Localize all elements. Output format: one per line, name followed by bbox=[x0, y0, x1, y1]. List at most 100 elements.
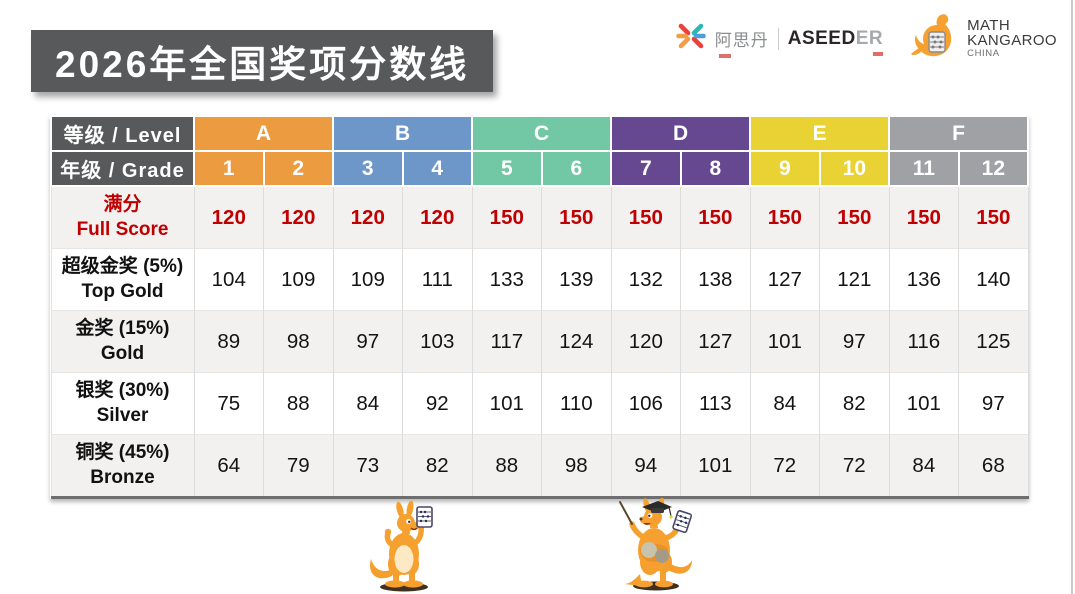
page-title: 2026年全国奖项分数线 bbox=[55, 44, 470, 85]
score-cell: 88 bbox=[263, 372, 334, 435]
graduation-cap-icon bbox=[642, 501, 673, 519]
score-cell: 82 bbox=[819, 372, 890, 435]
grade-cell: 10 bbox=[818, 150, 891, 187]
row-label-cn: 银奖 (30%) bbox=[75, 379, 170, 401]
level-header-row: 等级 / Level A B C D E F bbox=[50, 115, 1030, 152]
score-cell: 72 bbox=[819, 434, 890, 498]
title-banner: 2026年全国奖项分数线 bbox=[31, 30, 494, 92]
asdan-red-mark bbox=[718, 54, 731, 58]
score-cell: 98 bbox=[263, 310, 334, 373]
score-cell: 84 bbox=[749, 372, 821, 435]
level-header-cell: 等级 / Level bbox=[50, 115, 195, 152]
grade-cell: 1 bbox=[193, 150, 265, 187]
grade-cell: 6 bbox=[540, 150, 613, 187]
score-cell: 150 bbox=[471, 186, 543, 249]
mk-line1: MATH bbox=[967, 16, 1011, 34]
score-cell: 127 bbox=[680, 310, 751, 373]
score-cell: 98 bbox=[541, 434, 612, 498]
score-cell: 101 bbox=[680, 434, 751, 498]
score-cell: 120 bbox=[610, 310, 682, 373]
score-cell: 150 bbox=[610, 186, 682, 249]
score-cell: 116 bbox=[888, 310, 960, 373]
grade-cell: 8 bbox=[679, 150, 752, 187]
row-label-en: Bronze bbox=[90, 466, 155, 488]
score-cell: 117 bbox=[471, 310, 543, 373]
score-cell: 84 bbox=[888, 434, 960, 498]
score-cell: 75 bbox=[193, 372, 264, 435]
kangaroo-mascot-right bbox=[606, 494, 698, 594]
score-cell: 120 bbox=[263, 186, 334, 249]
abacus-icon bbox=[416, 506, 433, 528]
grade-cell: 5 bbox=[471, 150, 543, 187]
row-label-cn: 超级金奖 (5%) bbox=[61, 255, 184, 277]
score-cell: 88 bbox=[471, 434, 543, 498]
level-cell-c: C bbox=[471, 115, 613, 152]
row-full-score: 满分 Full Score 120 120 120 120 150 150 15… bbox=[50, 186, 1029, 249]
score-cell: 136 bbox=[888, 248, 960, 311]
asdan-brand-bold: ASEED bbox=[787, 27, 856, 49]
score-cell: 150 bbox=[541, 186, 612, 249]
score-cell: 68 bbox=[958, 434, 1029, 498]
asdan-brand: ASEEDER bbox=[787, 27, 884, 56]
score-cell: 79 bbox=[263, 434, 334, 498]
score-cell: 113 bbox=[680, 372, 751, 435]
level-cell-e: E bbox=[749, 115, 891, 152]
score-cell: 132 bbox=[610, 248, 682, 311]
grade-cell: 11 bbox=[888, 150, 960, 187]
row-gold: 金奖 (15%) Gold 89 98 97 103 117 124 120 1… bbox=[50, 310, 1029, 373]
grade-cell: 12 bbox=[957, 150, 1030, 187]
kangaroo-mascot-left bbox=[364, 498, 444, 594]
row-label-en: Top Gold bbox=[81, 280, 164, 302]
score-cell: 97 bbox=[958, 372, 1029, 435]
grade-cell: 3 bbox=[332, 150, 404, 187]
mk-line2: KANGAROO bbox=[967, 32, 1057, 50]
grade-header-row: 年级 / Grade 1 2 3 4 5 6 7 8 9 10 11 12 bbox=[50, 150, 1030, 187]
row-label-en: Full Score bbox=[76, 218, 169, 240]
asdan-divider bbox=[777, 27, 779, 50]
row-label-full-score: 满分 Full Score bbox=[50, 186, 195, 249]
score-cell: 139 bbox=[541, 248, 612, 311]
math-kangaroo-logo: MATH KANGAROO CHINA bbox=[909, 12, 1057, 65]
score-cell: 150 bbox=[958, 186, 1029, 249]
score-cell: 106 bbox=[610, 372, 682, 435]
score-cell: 140 bbox=[958, 248, 1029, 311]
score-cell: 64 bbox=[193, 434, 264, 498]
score-cell: 97 bbox=[819, 310, 890, 373]
level-cell-f: F bbox=[888, 115, 1030, 152]
logo-row: 阿思丹 ASEEDER bbox=[674, 12, 1057, 65]
grade-cell: 2 bbox=[262, 150, 335, 187]
score-cell: 109 bbox=[263, 248, 334, 311]
row-label-en: Gold bbox=[100, 342, 145, 364]
score-table: 等级 / Level A B C D E F 年级 / Grade 1 2 3 … bbox=[50, 115, 1030, 499]
score-cell: 104 bbox=[193, 248, 264, 311]
row-label-en: Silver bbox=[96, 404, 149, 426]
level-cell-b: B bbox=[332, 115, 474, 152]
score-cell: 121 bbox=[819, 248, 890, 311]
slide-right-edge bbox=[1071, 0, 1073, 594]
score-cell: 101 bbox=[749, 310, 821, 373]
score-cell: 111 bbox=[402, 248, 473, 311]
score-cell: 94 bbox=[610, 434, 682, 498]
row-top-gold: 超级金奖 (5%) Top Gold 104 109 109 111 133 1… bbox=[50, 248, 1029, 311]
grade-header-cell: 年级 / Grade bbox=[50, 150, 195, 187]
row-label-gold: 金奖 (15%) Gold bbox=[50, 310, 195, 373]
grade-cell: 9 bbox=[749, 150, 821, 187]
score-cell: 110 bbox=[541, 372, 612, 435]
score-cell: 97 bbox=[332, 310, 404, 373]
asdan-brand-light: ER bbox=[855, 27, 884, 49]
asdan-star-icon bbox=[674, 19, 708, 58]
level-cell-d: D bbox=[610, 115, 752, 152]
score-cell: 150 bbox=[888, 186, 960, 249]
score-cell: 124 bbox=[541, 310, 612, 373]
score-cell: 120 bbox=[402, 186, 473, 249]
row-label-bronze: 铜奖 (45%) Bronze bbox=[50, 434, 195, 498]
score-cell: 138 bbox=[680, 248, 751, 311]
score-cell: 150 bbox=[680, 186, 751, 249]
score-cell: 120 bbox=[193, 186, 264, 249]
score-cell: 150 bbox=[749, 186, 821, 249]
row-label-cn: 铜奖 (45%) bbox=[75, 441, 170, 463]
asdan-cn-label: 阿思丹 bbox=[715, 26, 769, 58]
kangaroo-logo-icon bbox=[909, 12, 961, 65]
grade-cell: 4 bbox=[401, 150, 474, 187]
pointer-stick bbox=[619, 501, 633, 525]
